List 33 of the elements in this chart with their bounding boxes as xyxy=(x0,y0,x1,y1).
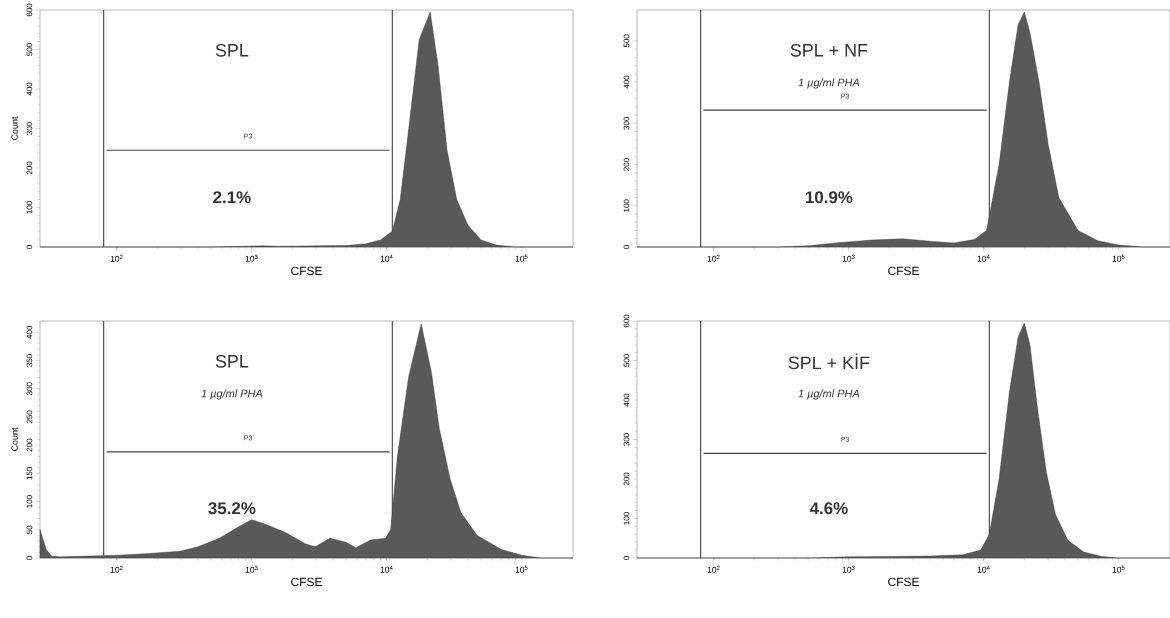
x-tick-label: 10$^{4}$ xyxy=(977,565,990,573)
annotation: 2.1% xyxy=(213,191,251,204)
x-tick-label: 10$^{5}$ xyxy=(1112,254,1125,262)
text: SPL + KİF xyxy=(788,353,870,370)
x-axis-title: CFSE xyxy=(888,266,919,276)
text: SPL xyxy=(215,354,249,368)
x-axis-title: CFSE xyxy=(291,266,322,276)
text: 1 µg/ml PHA xyxy=(798,389,860,400)
x-tick-label: 10$^{2}$ xyxy=(707,254,720,262)
x-tick-label: 10$^{2}$ xyxy=(110,254,123,262)
text: SPL xyxy=(215,43,249,57)
x-tick-label: 10$^{3}$ xyxy=(842,254,855,262)
y-axis-title: Count xyxy=(11,427,18,452)
x-tick-label: 10$^{2}$ xyxy=(110,565,123,573)
x-axis-title: CFSE xyxy=(291,577,322,587)
x-tick-label: 10$^{4}$ xyxy=(977,254,990,262)
text: 1 µg/ml PHA xyxy=(798,78,860,89)
x-tick-label: 10$^{4}$ xyxy=(380,254,393,262)
x-axis-title: CFSE xyxy=(888,577,919,587)
text: 1 µg/ml PHA xyxy=(201,389,263,400)
x-tick-label: 10$^{3}$ xyxy=(245,254,258,262)
y-axis-title: Count xyxy=(11,116,18,141)
x-tick-label: 10$^{4}$ xyxy=(380,565,393,573)
annotation: 35.2% xyxy=(208,502,256,515)
text: SPL + NF xyxy=(790,43,868,57)
x-tick-label: 10$^{5}$ xyxy=(515,565,528,573)
x-tick-label: 10$^{2}$ xyxy=(707,565,720,573)
x-tick-label: 10$^{5}$ xyxy=(1112,565,1125,573)
x-tick-label: 10$^{3}$ xyxy=(842,565,855,573)
x-tick-label: 10$^{5}$ xyxy=(515,254,528,262)
annotation: 10.9% xyxy=(805,191,853,204)
x-tick-label: 10$^{3}$ xyxy=(245,565,258,573)
annotation: 4.6% xyxy=(809,502,848,515)
